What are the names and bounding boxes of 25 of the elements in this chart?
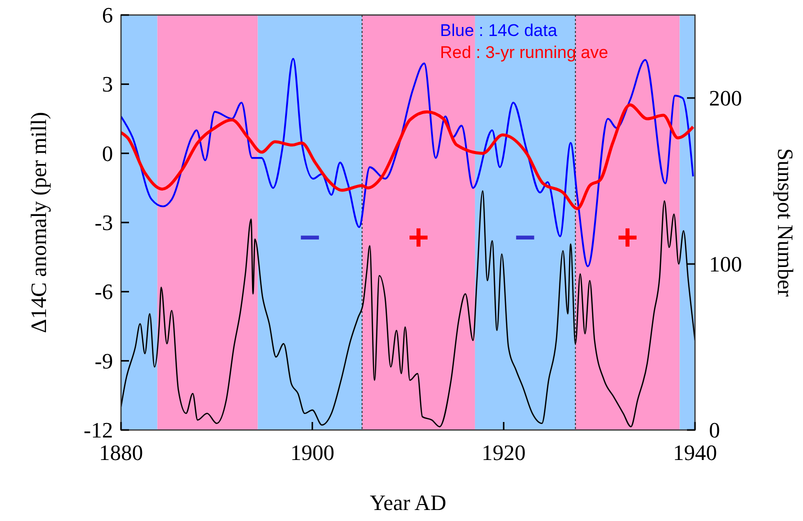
y-axis-title: Δ14C anomaly (per mill) [26,112,51,334]
y-tick-label: 0 [102,140,113,166]
annotation: − [299,216,320,258]
y2-tick-label: 200 [709,86,742,110]
annotation: + [617,216,638,258]
y-tick-label: -12 [84,418,113,442]
line-series [121,103,695,210]
x-tick-label: 1920 [482,440,526,465]
y2-tick-label: 0 [709,418,720,442]
text: Red : 3-yr running ave [440,43,608,62]
y-tick-label: -9 [94,348,113,374]
annotation: + [408,216,430,258]
y-tick-label: 3 [102,72,113,97]
annotation: − [514,216,536,258]
y-tick-label: 6 [102,2,113,28]
y2-tick-label: 100 [709,252,742,276]
x-tick-label: 1900 [290,440,334,465]
line-series [121,190,695,428]
x-tick-label: 1880 [99,440,143,465]
y2-axis-title: Sunspot Number [773,148,798,298]
y-tick-label: -3 [94,210,113,235]
series-label: Blue : 14C data [440,21,558,40]
y-tick-label: -6 [94,279,113,304]
x-tick-label: 1940 [673,440,717,465]
x-axis-title: Year AD [370,490,446,515]
